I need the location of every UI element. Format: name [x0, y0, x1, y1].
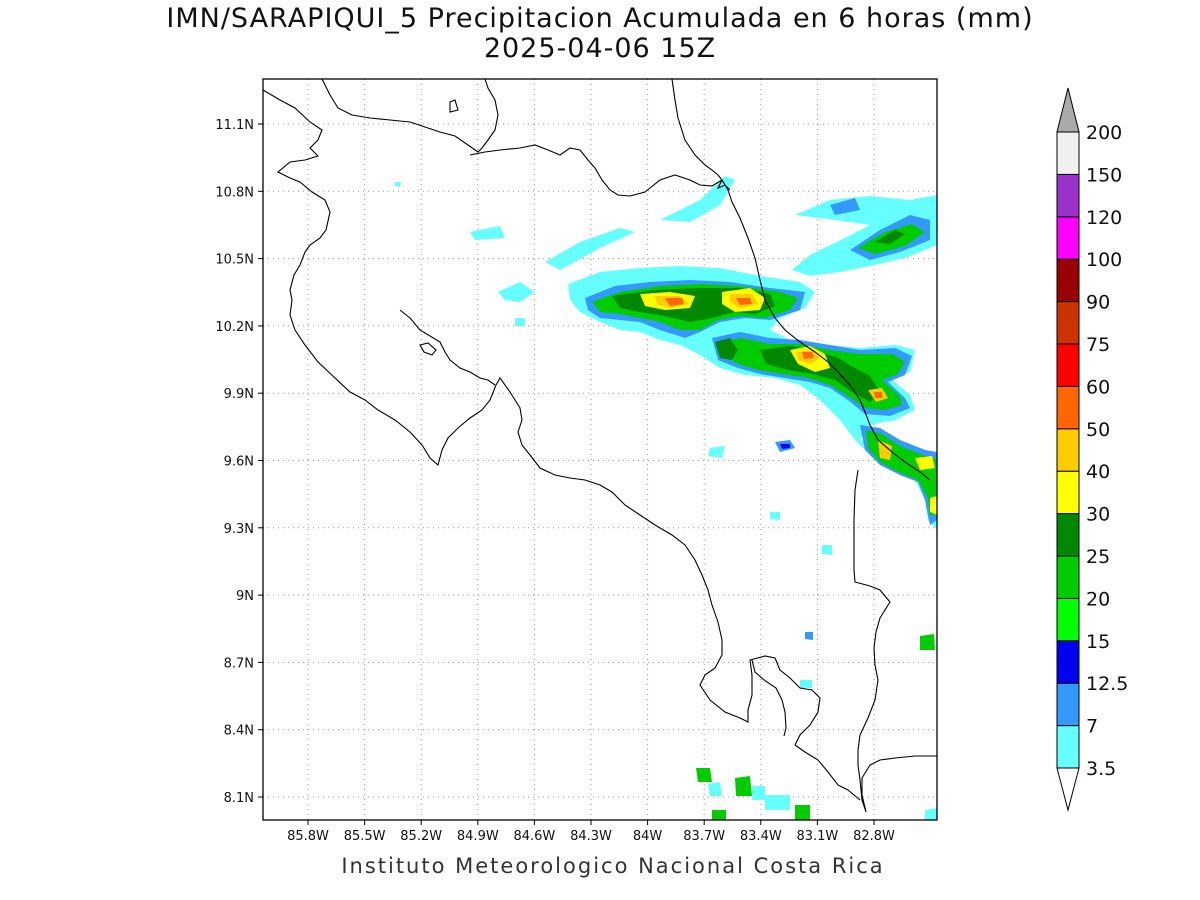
lat-tick-label: 9.3N — [224, 522, 254, 537]
bay-inlet — [751, 659, 787, 737]
colorbar-swatch — [1056, 513, 1080, 557]
colorbar-label: 3.5 — [1086, 758, 1116, 780]
colorbar-swatch — [1056, 597, 1080, 642]
colorbar-label: 100 — [1086, 249, 1122, 271]
colorbar-label: 12.5 — [1086, 673, 1128, 695]
colorbar-swatch — [1056, 173, 1080, 218]
colorbar-swatch — [1056, 428, 1080, 472]
colorbar-label: 7 — [1086, 716, 1098, 738]
lat-tick-label: 8.7N — [224, 656, 254, 671]
colorbar-swatch — [1056, 385, 1080, 430]
colorbar-swatch — [1056, 682, 1080, 727]
longitude-axis: 85.8W 85.5W 85.2W 84.9W 84.6W 84.3W 84W 83.7W 83… — [287, 820, 895, 844]
colorbar-swatch — [1056, 258, 1080, 303]
colorbar-label: 30 — [1086, 504, 1110, 526]
colorbar-label: 60 — [1086, 376, 1110, 398]
map-valid-time: 2025-04-06 15Z — [483, 33, 717, 64]
south-peninsula — [794, 744, 861, 801]
lon-tick-label: 85.5W — [344, 829, 386, 844]
panama-border — [853, 469, 891, 813]
colorbar-swatch — [1056, 470, 1080, 515]
lat-tick-label: 9.6N — [224, 455, 254, 470]
colorbar-label: 200 — [1086, 122, 1122, 144]
colorbar-lower-arrow — [1056, 767, 1080, 812]
lon-tick-label: 82.8W — [853, 829, 895, 844]
lat-tick-label: 9N — [236, 589, 254, 604]
colorbar-swatch — [1056, 216, 1080, 260]
lon-tick-label: 84.9W — [457, 829, 499, 844]
colorbar-label: 50 — [1086, 419, 1110, 441]
lat-tick-label: 8.4N — [224, 724, 254, 739]
map-frame — [262, 78, 938, 821]
river-border — [469, 144, 723, 197]
footer-credit: Instituto Meteorologico Nacional Costa R… — [341, 854, 885, 878]
latitude-axis: 11.1N 10.8N 10.5N 10.2N 9.9N 9.6N 9.3N 9N 8.7N 8.… — [215, 118, 263, 806]
lat-tick-label: 10.5N — [215, 253, 254, 268]
nicoya-island — [419, 342, 437, 356]
lat-tick-label: 11.1N — [215, 118, 254, 133]
lat-tick-label: 9.9N — [224, 387, 254, 402]
map-title: IMN/SARAPIQUI_5 Precipitacion Acumulada … — [166, 3, 1034, 34]
lat-tick-label: 10.8N — [215, 185, 254, 200]
colorbar-label: 150 — [1086, 164, 1122, 186]
lon-tick-label: 85.2W — [400, 829, 442, 844]
lon-tick-label: 84.6W — [513, 829, 555, 844]
colorbar-label: 40 — [1086, 461, 1110, 483]
colorbar-swatch — [1056, 640, 1080, 684]
peninsula-tip — [716, 179, 731, 191]
colorbar-label: 15 — [1086, 631, 1110, 653]
panama-coast — [861, 755, 937, 813]
colorbar-label: 75 — [1086, 334, 1110, 356]
lat-tick-label: 8.1N — [224, 791, 254, 806]
lon-tick-label: 85.8W — [287, 829, 329, 844]
caribbean-coast — [671, 79, 931, 481]
colorbar-label: 25 — [1086, 546, 1110, 568]
precip-shading — [395, 176, 937, 820]
nicaragua-costa-rica-coast — [263, 89, 821, 746]
colorbar-swatch — [1056, 555, 1080, 599]
lon-tick-label: 83.4W — [740, 829, 782, 844]
colorbar-label: 90 — [1086, 292, 1110, 314]
colorbar-upper-arrow — [1056, 87, 1080, 133]
lon-tick-label: 83.7W — [683, 829, 725, 844]
lon-tick-label: 84.3W — [570, 829, 612, 844]
colorbar-label: 120 — [1086, 207, 1122, 229]
lat-tick-label: 10.2N — [215, 320, 254, 335]
colorbar-swatch — [1056, 725, 1080, 769]
colorbar-swatch — [1056, 343, 1080, 387]
colorbar-swatch — [1056, 301, 1080, 345]
inner-bay — [399, 309, 496, 386]
coastline-borders — [263, 79, 937, 813]
colorbar-label: 20 — [1086, 588, 1110, 610]
precipitation-colorbar: 3.5 7 12.5 15 20 25 30 40 50 60 75 90 100 120 150 200 — [1056, 87, 1128, 812]
map-grid — [263, 79, 937, 820]
lake-island — [449, 99, 459, 113]
lon-tick-label: 84W — [633, 829, 663, 844]
nicaragua-lake — [321, 79, 499, 153]
lon-tick-label: 83.1W — [796, 829, 838, 844]
colorbar-swatch — [1056, 131, 1080, 175]
